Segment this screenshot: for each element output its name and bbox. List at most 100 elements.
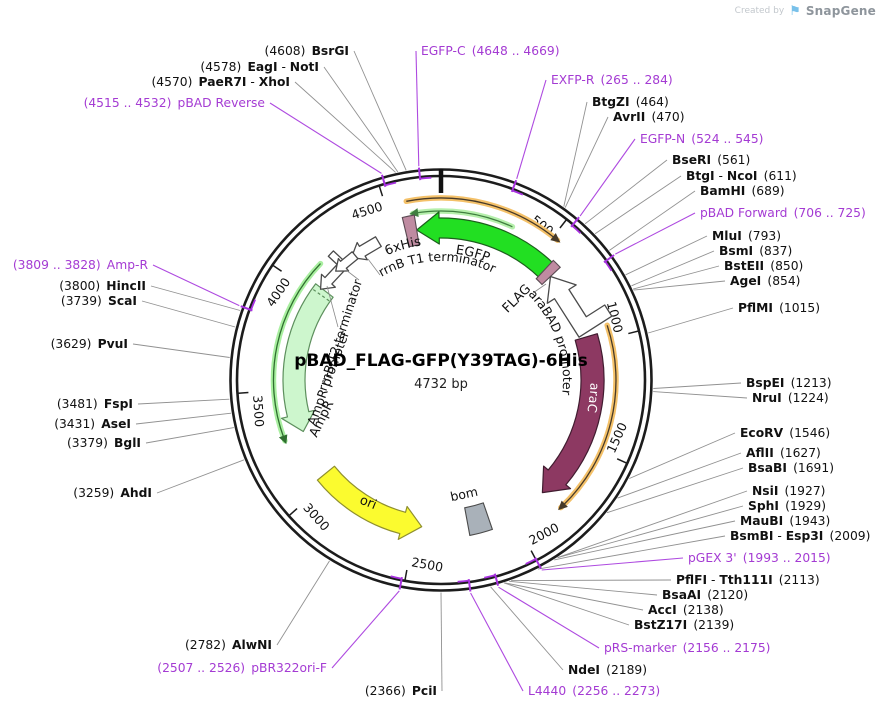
primer-leader-pBAD-Forward [615,212,696,255]
primer-mark-foot-EGFP-N [571,224,582,234]
tick-label-4500: 4500 [349,199,384,223]
enzyme-label-PflMI[interactable]: PflMI (1015) [738,301,820,315]
watermark-created-by: Created by [734,6,785,16]
enzyme-label-BsaAI[interactable]: BsaAI (2120) [662,588,748,602]
primer-label-EGFP-C[interactable]: EGFP-C (4648 .. 4669) [421,44,560,58]
leader-BsmI [631,250,715,287]
feature-AmpR-boundary [312,288,330,302]
label-connector-3 [532,283,547,294]
tick-500 [559,219,567,229]
enzyme-label-AhdI[interactable]: (3259) AhdI [73,486,152,500]
primer-mark-pGEX-3' [534,557,542,570]
watermark-brand: SnapGene [805,4,876,18]
primer-label-L4440[interactable]: L4440 (2256 .. 2273) [528,684,660,698]
watermark: Created by ⚑ SnapGene [735,4,876,18]
enzyme-label-BsaBI[interactable]: BsaBI (1691) [748,461,834,475]
feature-EGFP[interactable] [416,211,555,279]
primer-label-pBR322ori-F[interactable]: (2507 .. 2526) pBR322ori-F [157,661,327,675]
primer-mark-L4440 [467,578,472,592]
enzyme-label-PciI[interactable]: (2366) PciI [365,684,437,698]
tick-2500 [404,569,408,580]
feature-FLAG[interactable] [535,259,561,286]
leader-BsrGI [353,50,407,171]
enzyme-label-AflII[interactable]: AflII (1627) [746,446,821,460]
enzyme-label-NruI[interactable]: NruI (1224) [752,391,829,405]
leader-BtgI-NcoI [594,175,682,235]
primer-leader-pBAD-Reverse [269,102,382,174]
leader-BstZ17I [503,582,630,626]
primer-leader-L4440 [470,592,524,692]
enzyme-label-PflFI-Tth111I[interactable]: PflFI - Tth111I (2113) [676,573,820,587]
leader-NdeI [490,586,564,671]
enzyme-label-MauBI[interactable]: MauBI (1943) [740,514,830,528]
enzyme-label-BsmBI-Esp3I[interactable]: BsmBI - Esp3I (2009) [730,529,870,543]
primer-label-pBAD-Forward[interactable]: pBAD Forward (706 .. 725) [700,206,866,220]
primer-label-pRS-marker[interactable]: pRS-marker (2156 .. 2175) [604,641,770,655]
enzyme-label-PaeR7I-XhoI[interactable]: (4570) PaeR7I - XhoI [152,75,291,89]
feature-AmpR[interactable] [280,283,334,433]
enzyme-label-AccI[interactable]: AccI (2138) [648,603,724,617]
feature-ori[interactable] [316,465,423,540]
feature-6xHis[interactable] [401,214,420,248]
enzyme-label-BstZ17I[interactable]: BstZ17I (2139) [634,618,734,632]
enzyme-label-ScaI[interactable]: (3739) ScaI [61,294,137,308]
tick-label-2500: 2500 [410,554,444,574]
feature-label-ori: ori [357,493,378,513]
feature-rrnB-T2-terminator[interactable] [331,249,360,277]
enzyme-label-MluI[interactable]: MluI (793) [712,229,781,243]
primer-mark-EGFP-C [417,167,422,181]
enzyme-label-AseI[interactable]: (3431) AseI [54,417,131,431]
leader-AseI [135,412,232,425]
leader-AccI [504,582,644,611]
enzyme-label-FspI[interactable]: (3481) FspI [57,397,133,411]
enzyme-label-BsrGI[interactable]: (4608) BsrGI [265,44,349,58]
enzyme-label-PvuI[interactable]: (3629) PvuI [51,337,128,351]
enzyme-label-BspEI[interactable]: BspEI (1213) [746,376,832,390]
enzyme-label-NsiI[interactable]: NsiI (1927) [752,484,825,498]
enzyme-label-EcoRV[interactable]: EcoRV (1546) [740,426,830,440]
primer-label-EXFP-R[interactable]: EXFP-R (265 .. 284) [551,73,673,87]
primer-label-pGEX-3'[interactable]: pGEX 3' (1993 .. 2015) [688,551,831,565]
primer-label-Amp-R[interactable]: (3809 .. 3828) Amp-R [13,258,149,272]
enzyme-label-AvrII[interactable]: AvrII (470) [613,110,685,124]
feature-label-bom: bom [449,484,479,504]
leader-AvrII [564,116,609,208]
enzyme-label-BtgZI[interactable]: BtgZI (464) [592,95,669,109]
primer-mark-foot-EXFP-R [511,189,524,196]
enzyme-label-NdeI[interactable]: NdeI (2189) [568,663,647,677]
orf-ampr-arrowhead [278,434,288,445]
primer-mark-foot-pRS-marker [484,574,496,579]
enzyme-label-BstEII[interactable]: BstEII (850) [724,259,803,273]
leader-BstEII [632,265,720,290]
enzyme-label-AgeI[interactable]: AgeI (854) [730,274,800,288]
tick-1000 [628,330,639,335]
enzyme-label-BamHI[interactable]: BamHI (689) [700,184,785,198]
leader-FspI [137,398,230,405]
enzyme-label-BseRI[interactable]: BseRI (561) [672,153,750,167]
enzyme-label-EagI-NotI[interactable]: (4578) EagI - NotI [200,60,319,74]
enzyme-label-HincII[interactable]: (3800) HincII [59,279,146,293]
primer-label-pBAD-Reverse[interactable]: (4515 .. 4532) pBAD Reverse [84,96,265,110]
leader-BseRI [584,159,668,225]
leader-BspEI [653,382,742,389]
enzyme-label-BtgI-NcoI[interactable]: BtgI - NcoI (611) [686,169,797,183]
enzyme-label-BsmI[interactable]: BsmI (837) [719,244,792,258]
feature-araC[interactable] [541,333,605,494]
primer-mark-foot-pGEX-3' [525,558,537,565]
enzyme-label-SphI[interactable]: SphI (1929) [748,499,826,513]
leader-AhdI [156,459,245,494]
enzyme-label-BglI[interactable]: (3379) BglI [67,436,141,450]
feature-araBAD-promoter[interactable] [536,260,613,342]
feature-label-araC: araC [584,382,602,414]
feature-bom[interactable] [464,502,494,537]
enzyme-label-AlwNI[interactable]: (2782) AlwNI [185,638,272,652]
tick-3500 [238,391,249,394]
primer-label-EGFP-N[interactable]: EGFP-N (524 .. 545) [640,132,763,146]
primer-leader-pBR322ori-F [331,590,400,669]
leader-MauBI [554,520,736,561]
leader-BsaAI [509,580,658,596]
primer-leader-pGEX-3' [541,557,684,571]
orf-top-arrowhead [550,233,561,243]
feature-rrnB-T1-terminator[interactable] [346,233,383,266]
